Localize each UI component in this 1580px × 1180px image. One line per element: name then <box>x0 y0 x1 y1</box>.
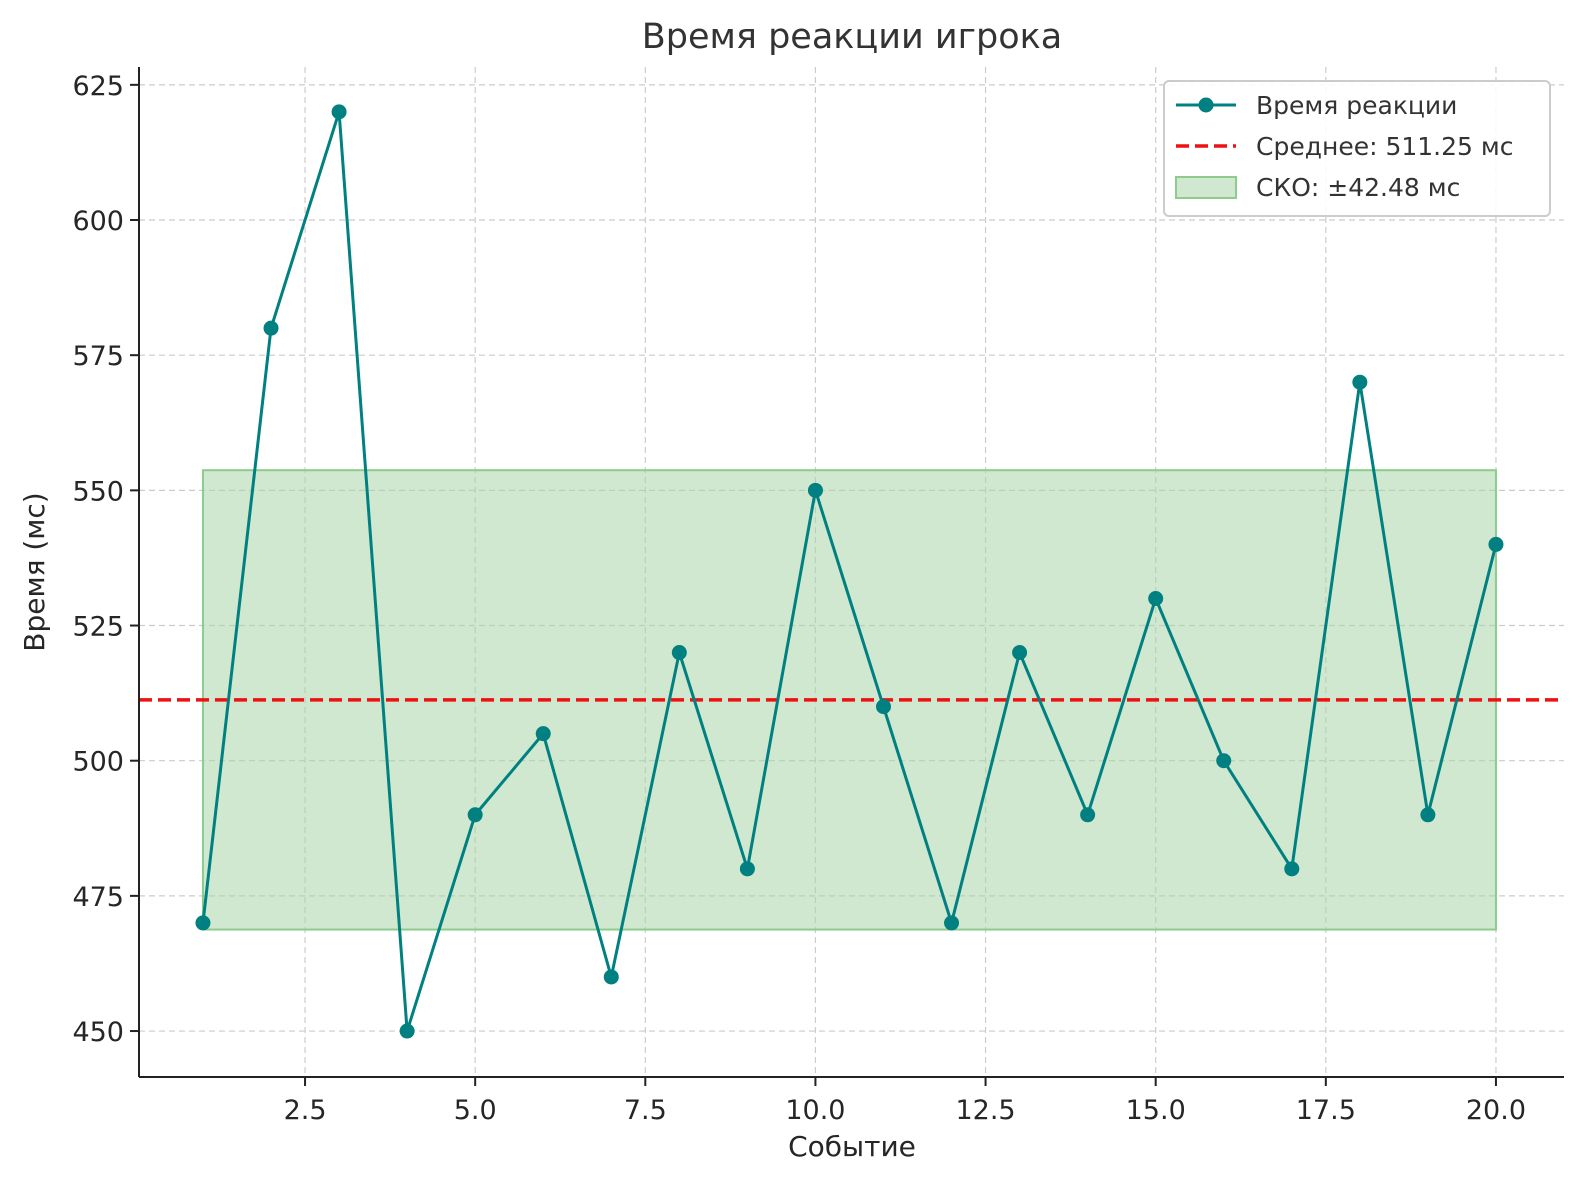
y-tick-label: 475 <box>72 882 124 913</box>
x-tick-label: 10.0 <box>785 1095 845 1126</box>
data-point <box>1148 590 1164 606</box>
data-point <box>1352 374 1368 390</box>
legend-entry-std: СКО: ±42.48 мс <box>1175 173 1460 202</box>
series-line <box>201 110 1498 1033</box>
y-tick-label: 625 <box>72 71 124 102</box>
chart-title: Время реакции игрока <box>642 17 1062 57</box>
y-axis-label: Время (мс) <box>18 492 51 651</box>
legend-frame <box>1163 80 1551 217</box>
legend-entry-series: Время реакции <box>1176 91 1457 120</box>
data-point <box>671 645 687 661</box>
data-point <box>1012 645 1028 661</box>
series-layer <box>195 104 1504 1039</box>
data-point <box>467 807 483 823</box>
data-point <box>331 104 347 120</box>
data-point <box>535 726 551 742</box>
x-tick-label: 20.0 <box>1466 1095 1526 1126</box>
x-tick-label: 12.5 <box>955 1095 1015 1126</box>
data-point <box>875 699 891 715</box>
legend-mean-label: Среднее: 511.25 мс <box>1256 132 1514 161</box>
legend-std-label: СКО: ±42.48 мс <box>1256 173 1460 202</box>
data-point <box>1080 807 1096 823</box>
x-ticks: 2.5 5.0 7.5 10.0 12.5 15.0 17.5 20.0 <box>284 1077 1526 1126</box>
data-point <box>263 320 279 336</box>
y-tick-label: 500 <box>72 747 124 778</box>
x-axis-label: Событие <box>788 1130 916 1163</box>
data-point <box>739 861 755 877</box>
legend-entry-mean: Среднее: 511.25 мс <box>1176 132 1514 161</box>
y-ticks: 450 475 500 525 550 575 600 625 <box>72 71 139 1048</box>
x-tick-label: 2.5 <box>284 1095 327 1126</box>
data-point <box>1420 807 1436 823</box>
y-tick-label: 600 <box>72 206 124 237</box>
legend-series-marker-icon <box>1198 97 1214 113</box>
data-point <box>399 1023 415 1039</box>
legend: Время реакции Среднее: 511.25 мс СКО: ±4… <box>1163 80 1551 217</box>
y-tick-label: 575 <box>72 341 124 372</box>
legend-std-swatch-icon <box>1175 176 1237 199</box>
legend-series-label: Время реакции <box>1256 91 1457 120</box>
x-tick-label: 7.5 <box>624 1095 667 1126</box>
data-point <box>1284 861 1300 877</box>
y-tick-label: 550 <box>72 476 124 507</box>
data-point <box>807 482 823 498</box>
data-point <box>195 915 211 931</box>
data-point <box>944 915 960 931</box>
x-tick-label: 5.0 <box>454 1095 497 1126</box>
data-point <box>1488 536 1504 552</box>
y-tick-label: 450 <box>72 1017 124 1048</box>
x-tick-label: 17.5 <box>1296 1095 1356 1126</box>
data-point <box>603 969 619 985</box>
x-tick-label: 15.0 <box>1126 1095 1186 1126</box>
y-tick-label: 525 <box>72 612 124 643</box>
data-point <box>1216 753 1232 769</box>
